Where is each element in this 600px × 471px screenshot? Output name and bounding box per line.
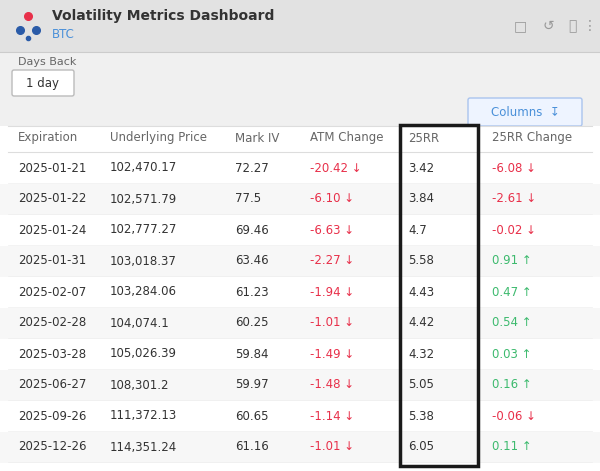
Text: 59.97: 59.97 bbox=[235, 379, 269, 391]
Text: 3.42: 3.42 bbox=[408, 162, 434, 174]
Text: 3.84: 3.84 bbox=[408, 193, 434, 205]
Bar bbox=[0, 0, 600, 52]
Text: ↺: ↺ bbox=[542, 19, 554, 33]
Text: Columns  ↧: Columns ↧ bbox=[491, 106, 559, 119]
Text: Expiration: Expiration bbox=[18, 131, 78, 145]
Text: 6.05: 6.05 bbox=[408, 440, 434, 454]
Text: -6.63 ↓: -6.63 ↓ bbox=[310, 224, 354, 236]
Text: 25RR: 25RR bbox=[408, 131, 439, 145]
Bar bbox=[0, 215, 600, 246]
Bar bbox=[0, 126, 600, 471]
Text: 103,018.37: 103,018.37 bbox=[110, 254, 177, 268]
Text: 4.7: 4.7 bbox=[408, 224, 427, 236]
Text: 60.65: 60.65 bbox=[235, 409, 269, 422]
Text: -1.01 ↓: -1.01 ↓ bbox=[310, 440, 354, 454]
Text: -20.42 ↓: -20.42 ↓ bbox=[310, 162, 362, 174]
Text: 5.05: 5.05 bbox=[408, 379, 434, 391]
Text: 0.03 ↑: 0.03 ↑ bbox=[492, 348, 532, 360]
Text: 60.25: 60.25 bbox=[235, 317, 269, 330]
Bar bbox=[0, 308, 600, 339]
Text: 2025-01-21: 2025-01-21 bbox=[18, 162, 86, 174]
Text: -1.14 ↓: -1.14 ↓ bbox=[310, 409, 354, 422]
Text: 59.84: 59.84 bbox=[235, 348, 269, 360]
Text: Underlying Price: Underlying Price bbox=[110, 131, 207, 145]
Bar bbox=[0, 277, 600, 308]
Text: 104,074.1: 104,074.1 bbox=[110, 317, 170, 330]
Text: -1.94 ↓: -1.94 ↓ bbox=[310, 285, 354, 299]
Text: -0.06 ↓: -0.06 ↓ bbox=[492, 409, 536, 422]
Text: 102,470.17: 102,470.17 bbox=[110, 162, 177, 174]
Text: 108,301.2: 108,301.2 bbox=[110, 379, 170, 391]
Text: ⋮: ⋮ bbox=[583, 19, 597, 33]
Text: 0.91 ↑: 0.91 ↑ bbox=[492, 254, 532, 268]
Text: 4.32: 4.32 bbox=[408, 348, 434, 360]
Text: 105,026.39: 105,026.39 bbox=[110, 348, 177, 360]
Text: Days Back: Days Back bbox=[18, 57, 76, 67]
Text: 0.54 ↑: 0.54 ↑ bbox=[492, 317, 532, 330]
FancyBboxPatch shape bbox=[468, 98, 582, 126]
Text: amberdata: amberdata bbox=[224, 326, 395, 354]
Text: □: □ bbox=[514, 19, 527, 33]
Text: BTC: BTC bbox=[52, 29, 75, 41]
Text: -1.49 ↓: -1.49 ↓ bbox=[310, 348, 354, 360]
Text: 2025-02-07: 2025-02-07 bbox=[18, 285, 86, 299]
Text: 72.27: 72.27 bbox=[235, 162, 269, 174]
Text: -6.08 ↓: -6.08 ↓ bbox=[492, 162, 536, 174]
Text: 2025-01-31: 2025-01-31 bbox=[18, 254, 86, 268]
Text: -2.61 ↓: -2.61 ↓ bbox=[492, 193, 536, 205]
Text: 2025-09-26: 2025-09-26 bbox=[18, 409, 86, 422]
Text: 63.46: 63.46 bbox=[235, 254, 269, 268]
Bar bbox=[0, 246, 600, 277]
Text: 4.43: 4.43 bbox=[408, 285, 434, 299]
Text: Volatility Metrics Dashboard: Volatility Metrics Dashboard bbox=[52, 9, 274, 23]
Text: -6.10 ↓: -6.10 ↓ bbox=[310, 193, 354, 205]
Text: 25RR Change: 25RR Change bbox=[492, 131, 572, 145]
Text: 102,571.79: 102,571.79 bbox=[110, 193, 177, 205]
Text: 2025-06-27: 2025-06-27 bbox=[18, 379, 86, 391]
Text: 2025-03-28: 2025-03-28 bbox=[18, 348, 86, 360]
Text: -1.48 ↓: -1.48 ↓ bbox=[310, 379, 354, 391]
Text: 2025-01-24: 2025-01-24 bbox=[18, 224, 86, 236]
Text: 111,372.13: 111,372.13 bbox=[110, 409, 177, 422]
Text: 77.5: 77.5 bbox=[235, 193, 261, 205]
Text: -1.01 ↓: -1.01 ↓ bbox=[310, 317, 354, 330]
Text: ATM Change: ATM Change bbox=[310, 131, 383, 145]
Text: 4.42: 4.42 bbox=[408, 317, 434, 330]
Text: 102,777.27: 102,777.27 bbox=[110, 224, 178, 236]
Bar bbox=[0, 432, 600, 463]
Text: -2.27 ↓: -2.27 ↓ bbox=[310, 254, 354, 268]
Text: 2025-12-26: 2025-12-26 bbox=[18, 440, 86, 454]
Text: 114,351.24: 114,351.24 bbox=[110, 440, 177, 454]
Text: 61.23: 61.23 bbox=[235, 285, 269, 299]
Bar bbox=[0, 153, 600, 184]
Bar bbox=[0, 339, 600, 370]
Text: 0.16 ↑: 0.16 ↑ bbox=[492, 379, 532, 391]
FancyBboxPatch shape bbox=[12, 70, 74, 96]
Text: 5.58: 5.58 bbox=[408, 254, 434, 268]
Text: 0.11 ↑: 0.11 ↑ bbox=[492, 440, 532, 454]
Text: Mark IV: Mark IV bbox=[235, 131, 280, 145]
Text: 2025-02-28: 2025-02-28 bbox=[18, 317, 86, 330]
Text: 5.38: 5.38 bbox=[408, 409, 434, 422]
Bar bbox=[0, 401, 600, 432]
Bar bbox=[0, 184, 600, 215]
Text: 61.16: 61.16 bbox=[235, 440, 269, 454]
Text: 2025-01-22: 2025-01-22 bbox=[18, 193, 86, 205]
Text: 0.47 ↑: 0.47 ↑ bbox=[492, 285, 532, 299]
Text: -0.02 ↓: -0.02 ↓ bbox=[492, 224, 536, 236]
Text: 1 day: 1 day bbox=[26, 76, 59, 89]
Bar bbox=[400, 125, 478, 466]
Text: 103,284.06: 103,284.06 bbox=[110, 285, 177, 299]
Bar bbox=[0, 370, 600, 401]
Text: 69.46: 69.46 bbox=[235, 224, 269, 236]
Text: ⓘ: ⓘ bbox=[568, 19, 576, 33]
